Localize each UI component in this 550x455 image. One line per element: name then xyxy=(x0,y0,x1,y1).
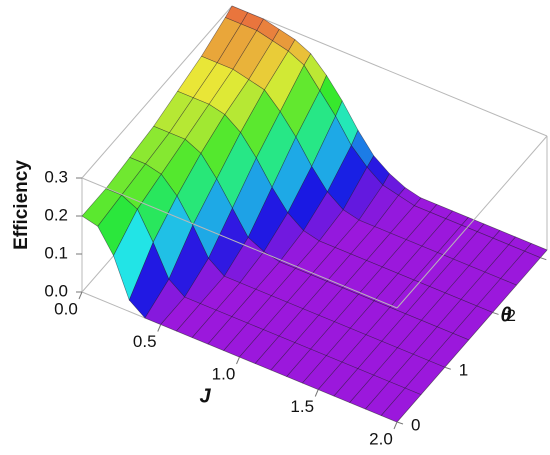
y-tick xyxy=(540,257,547,261)
box-edge xyxy=(231,5,548,137)
y-axis-title: θ xyxy=(500,304,511,326)
box-edge xyxy=(396,135,548,309)
y-tick xyxy=(492,311,499,315)
y-tick-label: 2 xyxy=(507,306,516,325)
z-axis-title: Efficiency xyxy=(11,160,32,250)
y-tick xyxy=(396,421,404,425)
x-tick-label: 2.0 xyxy=(369,429,393,448)
x-axis-title: J xyxy=(199,385,211,407)
x-tick-label: 0.0 xyxy=(54,299,78,318)
box-edge xyxy=(81,5,233,179)
surface-patch xyxy=(380,387,422,423)
x-tick xyxy=(393,421,398,430)
z-tick-label: 0.3 xyxy=(44,167,68,186)
x-tick xyxy=(314,389,319,397)
z-tick-label: 0.2 xyxy=(44,205,68,224)
x-tick xyxy=(78,291,83,300)
box-edge xyxy=(81,177,398,309)
x-tick-label: 0.5 xyxy=(133,332,157,351)
z-tick-label: 0.1 xyxy=(44,243,68,262)
x-tick-label: 1.0 xyxy=(212,364,236,383)
y-tick-label: 0 xyxy=(411,415,420,434)
y-tick xyxy=(444,366,451,370)
z-tick-label: 0.0 xyxy=(44,281,68,300)
y-tick-label: 1 xyxy=(459,361,468,380)
x-tick-label: 1.5 xyxy=(290,397,314,416)
x-tick xyxy=(157,324,162,332)
x-tick xyxy=(236,356,240,365)
